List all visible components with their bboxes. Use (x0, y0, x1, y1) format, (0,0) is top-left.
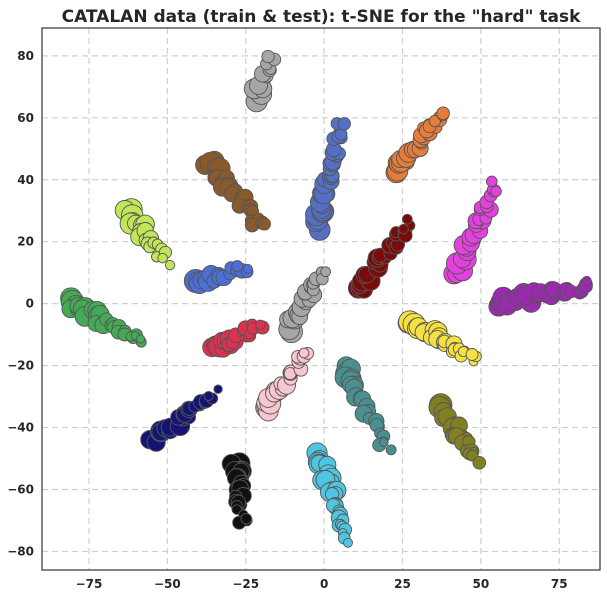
scatter-point (472, 455, 487, 470)
y-tick-label: 40 (17, 173, 34, 187)
y-tick-label: −20 (7, 359, 34, 373)
scatter-point (203, 390, 214, 402)
scatter-point (465, 348, 479, 361)
scatter-point (164, 259, 176, 271)
y-tick-label: 20 (17, 235, 34, 249)
scatter-point (255, 319, 266, 330)
x-tick-label: −50 (154, 577, 181, 591)
scatter-point (385, 444, 397, 456)
scatter-point (486, 175, 498, 188)
scatter-point (320, 266, 331, 278)
scatter-point (581, 275, 592, 286)
scatter-point (213, 384, 223, 394)
scatter-point (242, 263, 253, 274)
y-tick-label: 60 (17, 111, 34, 125)
chart-title: CATALAN data (train & test): t-SNE for t… (62, 7, 581, 27)
y-tick-label: 0 (26, 297, 34, 311)
scatter-points (60, 49, 593, 548)
scatter-point (257, 217, 271, 231)
x-tick-label: 50 (473, 577, 490, 591)
scatter-point (157, 252, 168, 264)
y-tick-label: −60 (7, 482, 34, 496)
y-axis-ticks: −80 −60 −40 −20 0 20 40 60 80 (7, 49, 34, 559)
y-tick-label: −40 (7, 421, 34, 435)
y-tick-label: −80 (7, 544, 34, 558)
scatter-point (261, 49, 275, 64)
scatter-point (436, 106, 450, 120)
scatter-point (343, 537, 353, 548)
y-tick-label: 80 (17, 49, 34, 63)
scatter-point (298, 347, 310, 359)
scatter-point (337, 117, 351, 131)
scatter-point (231, 260, 244, 273)
x-tick-label: 0 (320, 577, 328, 591)
x-axis-ticks: −75 −50 −25 0 25 50 75 (76, 577, 568, 591)
scatter-point (490, 185, 502, 198)
scatter-point (401, 213, 413, 225)
x-tick-label: −25 (232, 577, 259, 591)
scatter-point (135, 334, 146, 344)
x-tick-label: 25 (394, 577, 411, 591)
x-tick-label: −75 (76, 577, 103, 591)
x-tick-label: 75 (551, 577, 568, 591)
scatter-point (240, 512, 253, 525)
scatter-point (379, 437, 389, 448)
scatter-point (398, 223, 409, 235)
plot-frame (41, 27, 601, 571)
